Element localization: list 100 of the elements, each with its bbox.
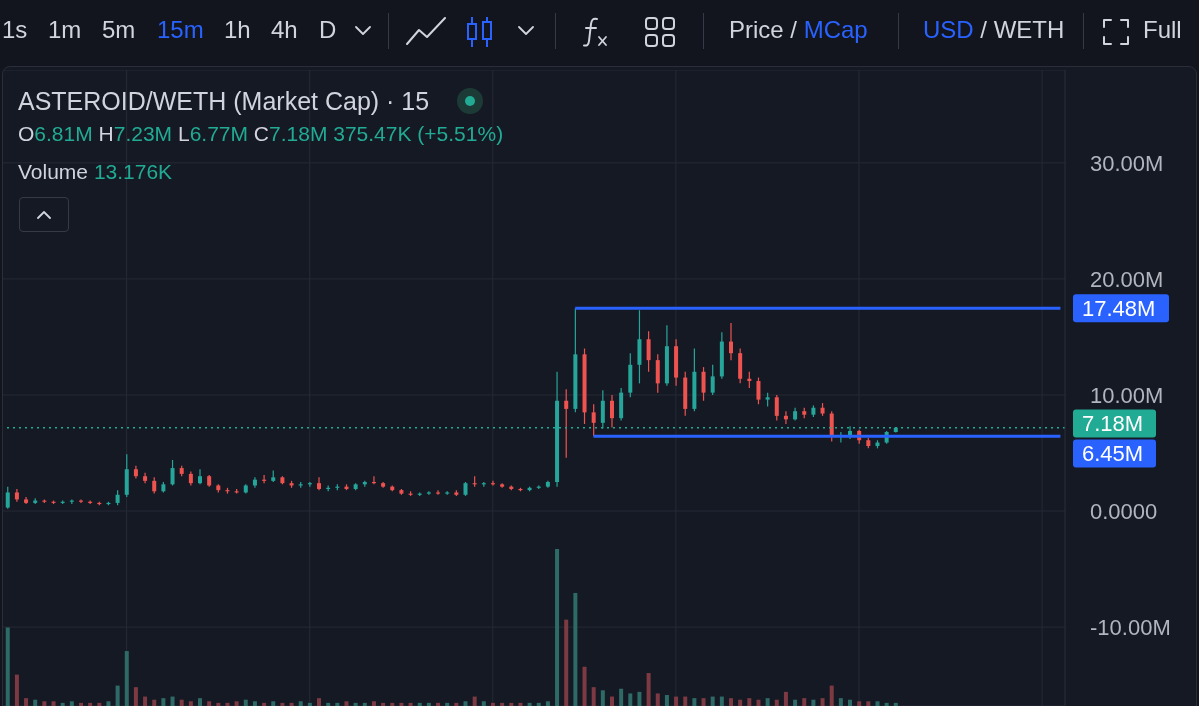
text: 1m [48, 16, 82, 44]
bar [280, 702, 285, 706]
bar [774, 699, 779, 706]
candlestick [710, 364, 715, 396]
bar [564, 619, 569, 706]
bar [161, 698, 166, 706]
bar [884, 702, 889, 706]
bar [252, 701, 257, 706]
bar [5, 627, 10, 706]
bar [646, 673, 651, 706]
bar [710, 696, 715, 706]
bar [866, 701, 871, 706]
bar [42, 701, 47, 706]
ref-line-label: 6.45M [1082, 441, 1144, 467]
bar [33, 699, 38, 706]
text: 1s [2, 16, 28, 44]
candlestick [609, 394, 614, 429]
candlestick [436, 489, 441, 496]
bar [664, 695, 669, 706]
bar [582, 666, 587, 706]
y-tick-label: 20.00M [1090, 266, 1164, 292]
bar [170, 696, 175, 706]
bar [408, 702, 413, 706]
y-tick-label: -10.00M [1090, 614, 1171, 640]
bar [216, 702, 221, 706]
bar [106, 701, 111, 706]
bar [802, 698, 807, 706]
bar [454, 702, 459, 706]
bar [271, 701, 276, 706]
bar [326, 702, 331, 706]
bar [97, 702, 102, 706]
text: 15m [157, 16, 204, 44]
candlestick [426, 490, 431, 496]
bar [518, 702, 523, 706]
bar [390, 702, 395, 706]
bar [765, 698, 770, 706]
bar [152, 699, 157, 706]
bar [143, 696, 148, 706]
bar [344, 701, 349, 706]
text: 4h [271, 16, 298, 44]
candlestick [591, 403, 596, 437]
bar [783, 691, 788, 706]
bar [371, 701, 376, 706]
text: USD / WETH [923, 16, 1065, 44]
bar [674, 696, 679, 706]
text: 1h [224, 16, 251, 44]
bar [555, 549, 560, 706]
candlestick [701, 366, 706, 402]
ref-line-label: 17.48M [1082, 295, 1156, 321]
bar [793, 699, 798, 706]
bar [179, 699, 184, 706]
bar [317, 698, 322, 706]
candlestick [756, 376, 761, 405]
bar [51, 701, 56, 706]
text: Price / MCap [729, 16, 868, 44]
bar [426, 702, 431, 706]
bar [481, 701, 486, 706]
bar [88, 702, 93, 706]
bar [24, 698, 29, 706]
candlestick [655, 353, 660, 394]
bar [362, 702, 367, 706]
bar [307, 702, 312, 706]
text: Full [1143, 16, 1182, 44]
bar [60, 702, 65, 706]
bar [298, 701, 303, 706]
bar [500, 702, 505, 706]
bar [655, 693, 660, 706]
bar [243, 699, 248, 706]
bar [417, 702, 422, 706]
bar [619, 688, 624, 706]
bar [436, 702, 441, 706]
y-tick-label: 10.00M [1090, 382, 1164, 408]
text: ASTEROID/WETH (Market Cap) · 15 [18, 86, 430, 116]
y-tick-label: 30.00M [1090, 150, 1164, 176]
bar [353, 702, 358, 706]
bar [545, 701, 550, 706]
bar [78, 702, 83, 706]
text: 5m [102, 16, 136, 44]
bar [701, 698, 706, 706]
bar [445, 702, 450, 706]
bar [463, 701, 468, 706]
text: D [319, 16, 337, 44]
bar [536, 702, 541, 706]
bar [225, 702, 230, 706]
bar [188, 701, 193, 706]
bar [875, 701, 880, 706]
bar [115, 685, 120, 706]
bar [747, 698, 752, 706]
bar [609, 696, 614, 706]
bar [820, 698, 825, 706]
bar [69, 701, 74, 706]
bar [838, 698, 843, 706]
bar [14, 674, 19, 706]
bar [289, 702, 294, 706]
bar [509, 702, 514, 706]
bar [207, 701, 212, 706]
bar [637, 691, 642, 706]
bar [490, 702, 495, 706]
bar [719, 696, 724, 706]
candlestick [5, 486, 10, 510]
